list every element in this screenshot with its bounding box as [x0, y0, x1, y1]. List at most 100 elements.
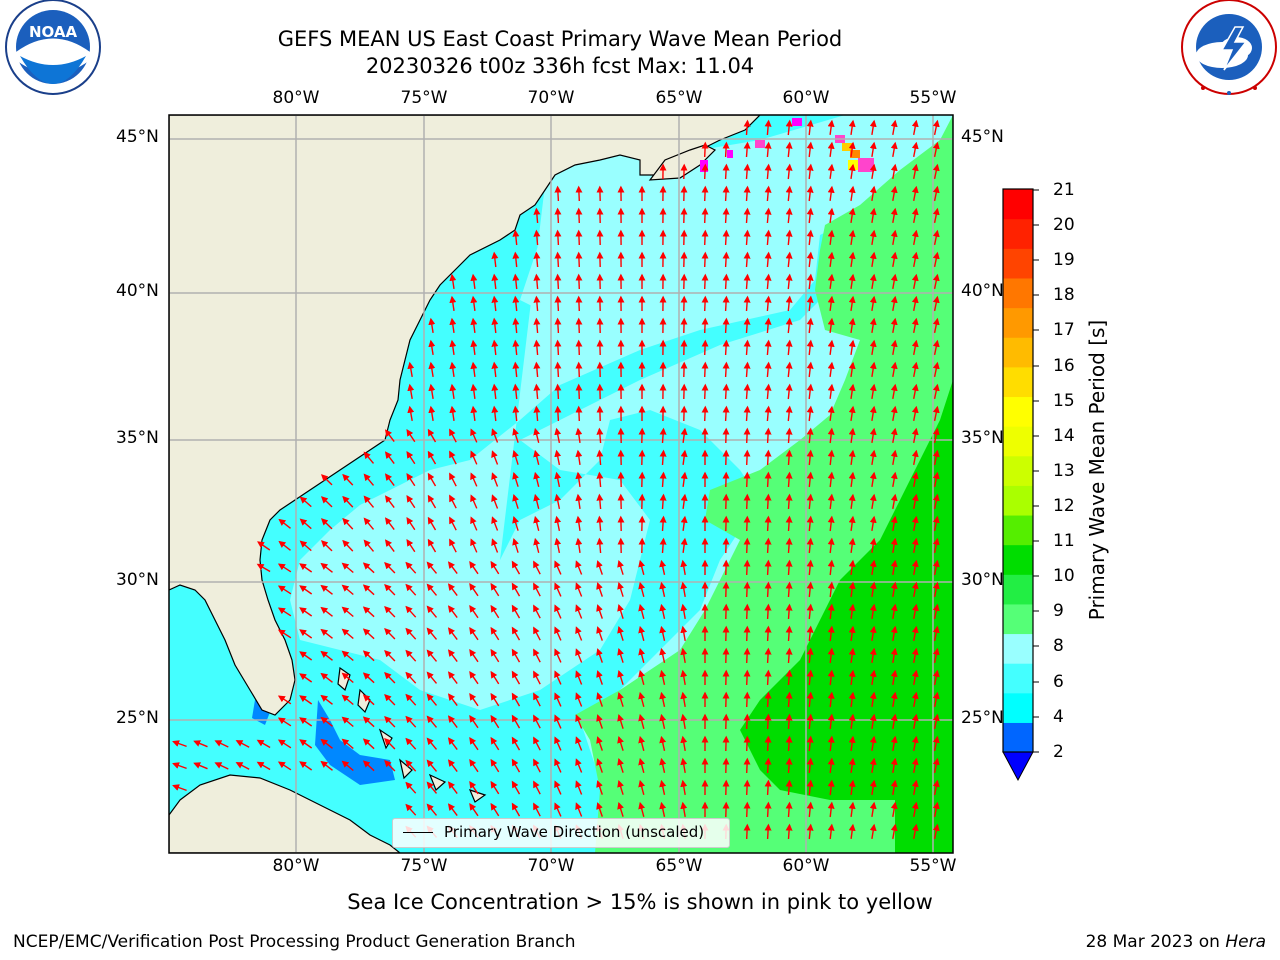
wave-arrow [785, 405, 793, 422]
wave-arrow [554, 295, 562, 312]
wave-arrow [405, 693, 417, 706]
wave-arrow [848, 801, 856, 817]
wave-arrow [743, 779, 751, 796]
wave-arrow [406, 451, 416, 465]
wave-arrow [617, 603, 624, 619]
wave-arrow [680, 471, 688, 487]
wave-arrow [764, 581, 772, 598]
wave-arrow [554, 317, 562, 334]
wave-arrow [890, 581, 898, 598]
wave-arrow [827, 141, 835, 157]
wave-arrow [449, 273, 457, 290]
wave-arrow [722, 207, 730, 224]
wave-arrow [848, 735, 856, 751]
footer-host: Hera [1225, 932, 1266, 952]
wave-arrow [806, 361, 814, 378]
colorbar-tick: 14 [1053, 426, 1075, 446]
lon-label-70-bottom: 70°W [527, 856, 575, 876]
wave-arrow [806, 119, 814, 136]
wave-arrow [764, 471, 772, 488]
wave-arrow [511, 714, 521, 729]
wave-arrow [911, 207, 919, 224]
wave-arrow [491, 516, 499, 531]
wave-arrow [406, 429, 416, 443]
wave-arrow [848, 669, 856, 685]
wave-arrow [848, 471, 856, 487]
wave-arrow [617, 801, 624, 817]
wave-arrow [277, 629, 292, 639]
wave-arrow [806, 317, 814, 334]
wave-arrow [362, 716, 375, 728]
wave-arrow [511, 802, 521, 817]
colorbar-cell [1003, 248, 1033, 279]
wave-arrow [890, 713, 898, 730]
wave-arrow [490, 802, 500, 817]
wave-arrow [320, 650, 333, 661]
wave-arrow [680, 581, 688, 598]
wave-arrow [362, 760, 375, 772]
lon-label-65-top: 65°W [655, 88, 703, 108]
wave-arrow [575, 361, 583, 378]
wave-arrow [764, 449, 772, 466]
wave-arrow [405, 583, 417, 596]
wave-arrow [362, 672, 375, 684]
wave-arrow [827, 735, 835, 752]
wave-arrow [659, 779, 667, 795]
wave-arrow [785, 537, 793, 554]
wave-arrow [407, 383, 415, 400]
wave-arrow [806, 691, 814, 708]
wave-arrow [806, 405, 814, 422]
colorbar-tick: 20 [1053, 215, 1075, 235]
wave-arrow [172, 784, 187, 792]
wave-arrow [470, 428, 478, 443]
wave-arrow [890, 515, 898, 532]
wave-arrow [533, 251, 541, 268]
wave-arrow [554, 251, 562, 268]
lat-label-25-right: 25°N [961, 708, 1004, 728]
wave-arrow [932, 361, 940, 378]
wave-arrow [743, 427, 751, 444]
wave-arrow [869, 449, 877, 466]
wave-arrow [827, 581, 835, 598]
wave-arrow [554, 758, 562, 773]
wave-arrow [533, 714, 541, 729]
wave-arrow [596, 692, 603, 707]
chart-subtitle: 20230326 t00z 336h fcst Max: 11.04 [365, 54, 755, 78]
wave-arrow [932, 603, 940, 620]
wave-arrow [932, 669, 940, 686]
wave-arrow [384, 650, 396, 662]
wave-arrow [596, 604, 603, 619]
colorbar-tick: 18 [1053, 285, 1075, 305]
wave-arrow [617, 625, 624, 641]
wave-arrow [341, 672, 354, 684]
wave-arrow [405, 627, 417, 640]
wave-arrow [932, 647, 940, 664]
wave-arrow [447, 715, 458, 729]
wave-arrow [932, 317, 940, 334]
wave-arrow [806, 229, 814, 246]
wave-arrow [469, 583, 479, 597]
wave-arrow [277, 607, 292, 617]
wave-arrow [511, 670, 521, 685]
wave-arrow [299, 761, 313, 771]
wave-arrow [512, 229, 520, 246]
wave-arrow [827, 515, 835, 532]
wave-arrow [764, 537, 772, 554]
footer-date-text: 28 Mar 2023 on [1085, 932, 1220, 952]
wave-arrow [426, 693, 438, 706]
wave-arrow [575, 692, 583, 707]
lat-label-35: 35°N [116, 428, 159, 448]
wave-arrow [427, 450, 437, 465]
wave-arrow [449, 516, 457, 531]
wave-arrow [680, 449, 688, 465]
wave-arrow [575, 251, 583, 268]
colorbar-under-triangle [1002, 751, 1034, 782]
wave-arrow [806, 669, 814, 686]
wave-arrow [617, 559, 624, 575]
wave-arrow [659, 427, 667, 444]
wave-arrow [321, 518, 333, 530]
wave-arrow [827, 493, 835, 510]
wave-arrow [575, 560, 583, 575]
wave-arrow [511, 692, 521, 707]
wave-arrow [743, 405, 751, 422]
